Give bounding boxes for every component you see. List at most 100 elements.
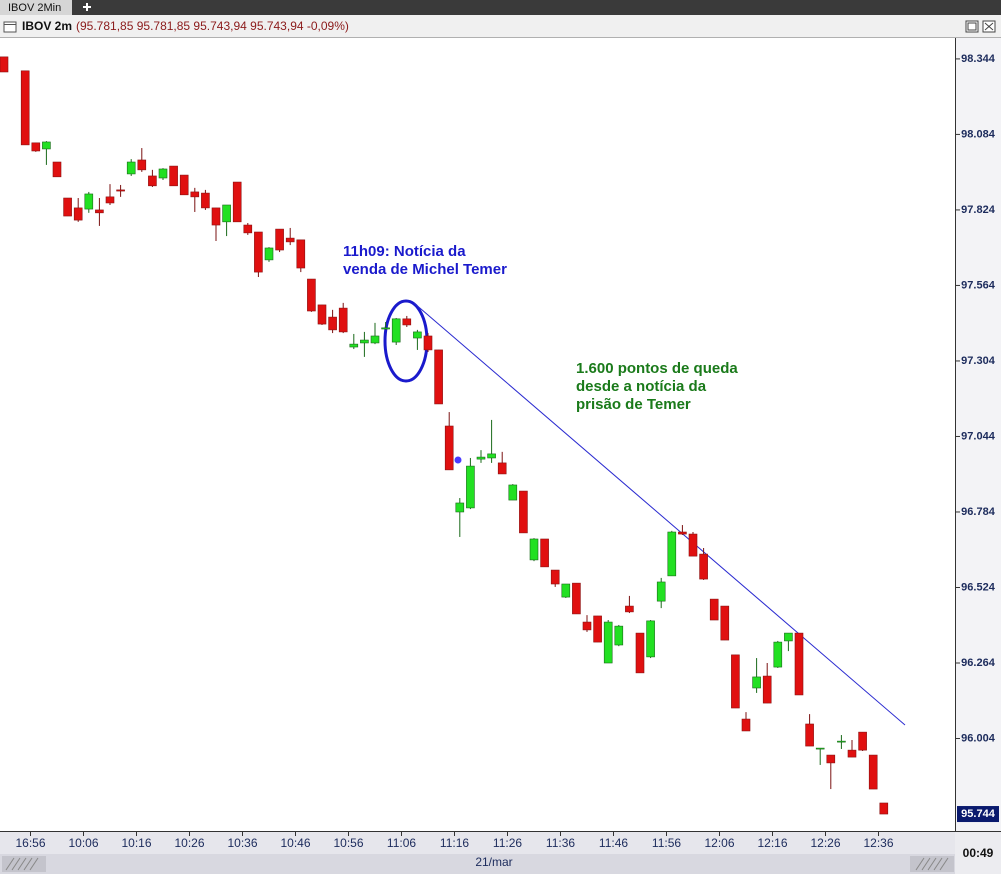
maximize-button[interactable] [965, 20, 979, 33]
candle-body-up [529, 538, 539, 561]
candle-body-down [699, 553, 708, 580]
tab-label[interactable]: IBOV 2Min [8, 2, 61, 14]
add-tab-icon[interactable] [83, 3, 91, 11]
candle-body-down [635, 632, 645, 674]
close-button[interactable] [982, 20, 996, 33]
candle-body-down [423, 335, 433, 351]
candle-body-down [444, 425, 454, 471]
x-tick-label: 10:36 [227, 836, 257, 850]
x-tick-label: 10:46 [280, 836, 310, 850]
candle-body-up [773, 641, 783, 668]
candle-body-up [656, 581, 666, 602]
trend-line [413, 302, 906, 726]
candle-body-down [709, 598, 719, 621]
window-icon [3, 21, 17, 33]
candle-body-up [42, 141, 51, 150]
annotation-text: desde a notícia da [576, 378, 707, 395]
candle-body-up [837, 740, 846, 743]
candle-body-down [254, 231, 263, 273]
x-tick-label: 12:06 [704, 836, 734, 850]
candle-body-up [222, 204, 231, 223]
candle-body-down [678, 531, 687, 535]
candle-body-down [275, 228, 284, 251]
candle-body-down [858, 731, 867, 751]
candle-body-down [52, 161, 62, 178]
y-tick-label: 97.564 [961, 279, 996, 291]
x-tick-label: 10:56 [333, 836, 363, 850]
candle-body-up [603, 621, 613, 664]
tab-bar [0, 0, 1001, 15]
candle-body-down [73, 207, 83, 221]
annotation-text: 11h09: Notícia da [343, 243, 466, 260]
candle-body-down [285, 237, 295, 243]
candle-body-down [582, 621, 592, 631]
y-tick-label: 96.524 [961, 581, 996, 593]
x-tick-label: 12:36 [863, 836, 893, 850]
candle-body-up [667, 531, 677, 577]
candle-body-up [784, 632, 793, 642]
x-tick-label: 16:56 [15, 836, 45, 850]
candle-body-down [317, 304, 327, 325]
candle-body-up [561, 583, 571, 598]
x-tick-label: 11:56 [652, 836, 681, 850]
candle-body-up [476, 456, 486, 460]
x-tick-label: 12:26 [810, 836, 840, 850]
scrollbar[interactable] [0, 854, 955, 874]
candle-body-down [688, 533, 698, 557]
candle-body-down [148, 175, 157, 187]
x-tick-label: 11:06 [387, 836, 416, 850]
y-axis-panel [955, 38, 1001, 832]
candle-body-down [762, 675, 772, 704]
chart-title: IBOV 2m [22, 19, 72, 33]
candle-body-down [879, 802, 889, 815]
candle-body-down [338, 307, 348, 333]
annotation-text: 1.600 pontos de queda [576, 360, 738, 377]
candle-body-up [508, 484, 518, 501]
candle-body-up [646, 620, 655, 658]
candle-body-down [519, 490, 528, 534]
candle-body-down [720, 605, 730, 641]
candle-body-down [328, 316, 337, 331]
candle-body-down [593, 615, 602, 643]
candle-body-up [752, 676, 761, 689]
candle-body-up [614, 625, 624, 646]
candle-body-down [307, 278, 316, 312]
last-price-box [957, 806, 999, 823]
candle-body-down [868, 754, 878, 790]
candle-body-down [95, 209, 104, 214]
candle-body-down [402, 318, 412, 326]
candle-body-down [625, 605, 634, 613]
candle-body-up [126, 161, 136, 175]
candle-body-down [847, 749, 857, 758]
y-tick-label: 98.084 [961, 128, 996, 140]
tab[interactable] [0, 0, 72, 15]
y-tick-label: 96.264 [961, 657, 996, 669]
x-tick-label: 10:16 [121, 836, 151, 850]
candle-body-down [232, 181, 242, 223]
y-tick-label: 98.344 [961, 53, 996, 65]
candle-body-up [370, 335, 380, 344]
candle-body-down [190, 191, 200, 198]
x-tick-label: 11:36 [546, 836, 575, 850]
candle-body-up [455, 502, 465, 513]
candle-body-down [179, 174, 189, 196]
candle-body-down [540, 538, 549, 568]
candle-body-down [105, 196, 115, 204]
title-bar [0, 15, 1001, 38]
candle-body-down [434, 349, 443, 405]
y-tick-label: 97.304 [961, 355, 996, 367]
candle-body-up [391, 318, 401, 343]
y-tick-label: 96.004 [961, 732, 996, 744]
candle-body-down [794, 632, 804, 696]
y-tick-label: 96.784 [961, 506, 996, 518]
candle-body-up [360, 339, 369, 344]
x-tick-label: 10:06 [68, 836, 98, 850]
candle-body-up [158, 168, 168, 179]
annotation-text: venda de Michel Temer [343, 261, 507, 278]
marker-dot [454, 456, 462, 464]
clock-panel [955, 832, 1001, 874]
candle-body-down [497, 462, 507, 475]
candle-body-down [31, 142, 41, 152]
